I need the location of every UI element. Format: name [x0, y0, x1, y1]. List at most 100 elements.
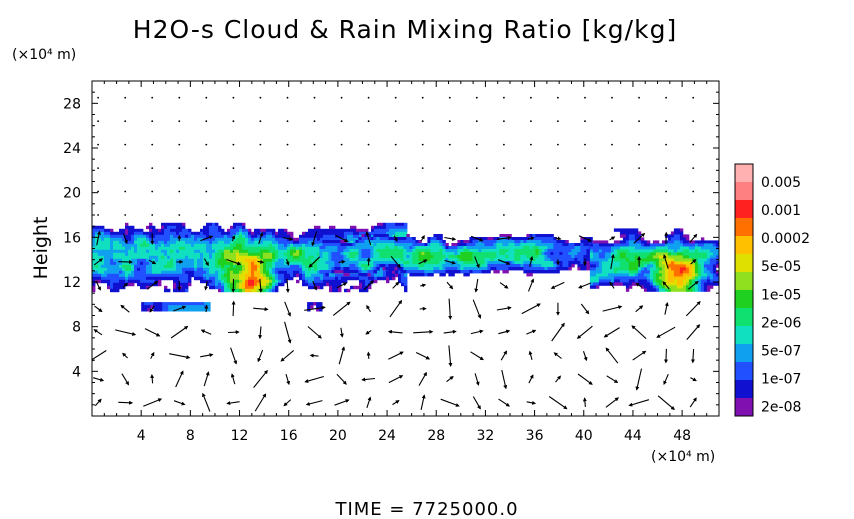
cloud-cell	[592, 276, 597, 280]
cloud-cell	[257, 252, 261, 257]
cloud-cell	[179, 246, 183, 251]
wind-vector	[664, 348, 669, 364]
cloud-cell	[634, 267, 639, 271]
cloud-cell	[266, 231, 270, 236]
cloud-cell	[466, 240, 470, 244]
cloud-cell	[625, 267, 630, 271]
cloud-cell	[107, 255, 111, 260]
cloud-cell	[212, 270, 216, 275]
cloud-cell	[152, 249, 156, 254]
cloud-cell	[329, 234, 333, 239]
wind-vector	[576, 325, 593, 339]
cloud-cell	[200, 228, 204, 233]
cloud-cell	[373, 270, 377, 274]
cloud-cell	[302, 279, 306, 284]
cloud-cell	[382, 240, 386, 244]
cloud-cell	[673, 258, 678, 262]
cloud-cell	[314, 225, 318, 230]
cloud-cell	[317, 270, 321, 275]
cloud-cell	[493, 267, 497, 271]
cloud-cell	[113, 279, 117, 284]
cloud-cell	[487, 249, 491, 253]
cloud-cell	[625, 243, 630, 247]
cloud-cell	[347, 288, 351, 293]
cloud-cell	[317, 240, 321, 245]
cloud-cell	[502, 264, 506, 268]
wind-vector	[503, 120, 505, 123]
cloud-cell	[352, 258, 356, 262]
cloud-cell	[460, 267, 464, 271]
wind-vector	[332, 301, 351, 316]
cloud-cell	[565, 255, 569, 259]
wind-vector	[178, 120, 181, 123]
cloud-cell	[712, 252, 717, 256]
cloud-cell	[700, 270, 705, 274]
chart-title: H2O-s Cloud & Rain Mixing Ratio [kg/kg]	[133, 15, 677, 44]
cloud-cell	[625, 279, 630, 283]
cloud-cell	[505, 237, 509, 241]
cloud-cell	[595, 243, 600, 247]
cloud-cell	[308, 267, 312, 272]
cloud-cell	[562, 261, 566, 265]
wind-vector	[557, 96, 559, 99]
cloud-cell	[352, 252, 356, 256]
cloud-cell	[685, 267, 690, 271]
cloud-cell	[146, 276, 150, 281]
cloud-cell	[290, 249, 294, 254]
cloud-cell	[230, 282, 234, 287]
cloud-cell	[173, 222, 177, 227]
cloud-cell	[302, 255, 306, 260]
wind-vector	[97, 143, 99, 146]
cloud-cell	[700, 282, 705, 286]
cloud-cell	[173, 246, 177, 251]
wind-vector	[606, 375, 619, 384]
cloud-cell	[622, 258, 627, 262]
cloud-cell	[323, 237, 327, 242]
cloud-cell	[290, 270, 294, 275]
cloud-cell	[173, 282, 177, 287]
cloud-cell	[227, 261, 231, 266]
wind-vector	[551, 322, 565, 342]
cloud-cell	[239, 276, 243, 281]
colorbar-swatch	[735, 218, 753, 237]
cloud-cell	[158, 252, 162, 257]
cloud-cell	[508, 267, 512, 271]
cloud-cell	[284, 270, 288, 275]
cloud-cell	[676, 285, 681, 289]
cloud-cell	[655, 282, 660, 286]
cloud-cell	[634, 246, 639, 250]
cloud-cell	[284, 237, 288, 242]
cloud-cell	[260, 237, 264, 242]
cloud-cell	[658, 243, 663, 247]
cloud-cell	[188, 240, 192, 245]
cloud-cell	[233, 255, 237, 260]
cloud-cell	[424, 249, 428, 253]
cloud-cell	[248, 273, 252, 278]
wind-vector	[418, 259, 428, 265]
cloud-cell	[203, 225, 207, 230]
cloud-cell	[110, 240, 114, 245]
cloud-cell	[610, 261, 615, 265]
cloud-cell	[679, 234, 684, 238]
cloud-cell	[571, 264, 575, 268]
cloud-cell	[98, 273, 102, 278]
cloud-cell	[547, 234, 551, 238]
cloud-cell	[418, 255, 422, 259]
cloud-cell	[248, 246, 252, 251]
cloud-cell	[523, 264, 527, 268]
cloud-cell	[305, 261, 309, 266]
cloud-cell	[655, 288, 660, 292]
x-tick-label: 24	[378, 428, 396, 444]
cloud-cell	[487, 258, 491, 262]
cloud-cell	[547, 240, 551, 244]
cloud-cell	[664, 267, 669, 271]
cloud-cell	[293, 267, 297, 272]
cloud-cell	[370, 246, 374, 250]
cloud-cell	[149, 282, 153, 287]
wind-vector	[394, 120, 397, 123]
cloud-cell	[619, 279, 624, 283]
cloud-cell	[239, 231, 243, 236]
cloud-cell	[302, 246, 306, 251]
cloud-cell	[421, 255, 425, 259]
cloud-cell	[275, 270, 279, 275]
